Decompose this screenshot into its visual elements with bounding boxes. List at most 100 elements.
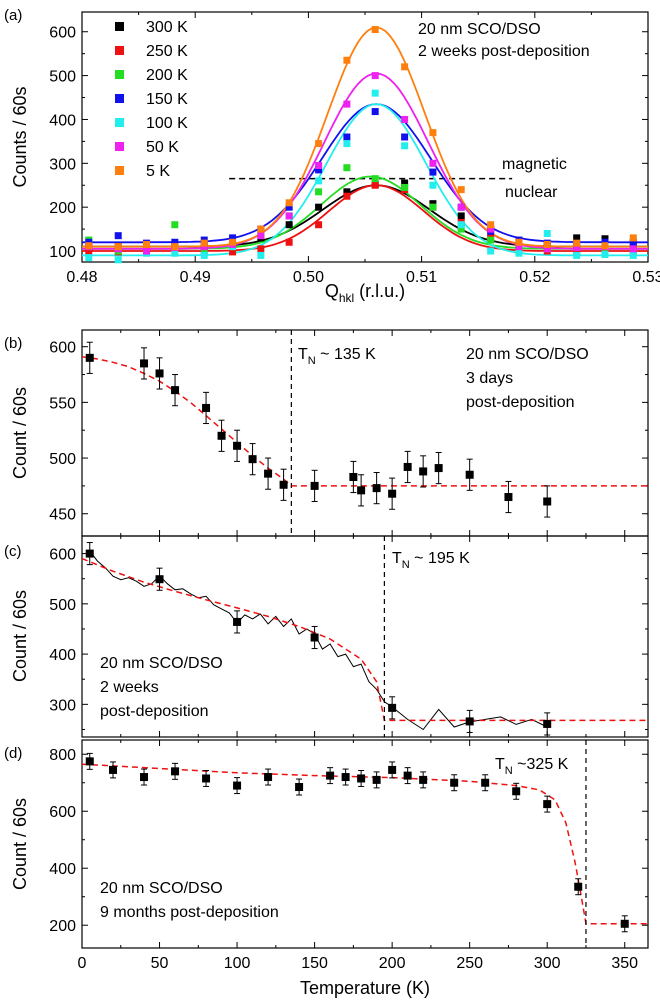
- data-point: [429, 200, 437, 208]
- data-point: [114, 243, 122, 251]
- panel-a-annotation-line-2: 2 weeks post-deposition: [418, 43, 590, 60]
- data-point: [388, 489, 397, 498]
- data-point: [85, 242, 93, 250]
- data-point: [343, 188, 351, 196]
- data-point: [315, 221, 323, 229]
- data-point: [601, 247, 609, 255]
- data-point: [429, 159, 437, 167]
- data-point: [85, 353, 94, 362]
- panel-c-label: (c): [4, 543, 22, 560]
- data-point: [401, 115, 409, 123]
- panel-d-ytick-label: 400: [49, 861, 76, 878]
- data-point: [229, 248, 237, 256]
- data-point: [388, 765, 397, 774]
- data-point: [341, 773, 350, 782]
- data-point: [171, 238, 179, 246]
- panel-d-xtick-label: 0: [78, 955, 87, 972]
- data-point: [371, 108, 379, 116]
- data-point: [403, 462, 412, 471]
- data-point: [217, 431, 226, 440]
- panel-d-xlabel: Temperature (K): [300, 978, 430, 998]
- legend-label-250k: 250 K: [146, 43, 188, 60]
- panel-c-annotation-line-1: 20 nm SCO/DSO: [100, 655, 223, 672]
- data-point: [343, 100, 351, 108]
- data-point: [264, 773, 273, 782]
- fit-curve: [81, 557, 648, 722]
- data-point: [388, 703, 397, 712]
- data-point: [629, 234, 637, 242]
- threshold-label-magnetic: magnetic: [502, 156, 567, 173]
- data-point: [543, 800, 552, 809]
- panel-b-tn-label: TN ~ 135 K: [298, 346, 376, 367]
- data-point: [574, 882, 583, 891]
- data-point: [229, 238, 237, 246]
- data-point: [457, 221, 465, 229]
- panel-d: (d) Count / 60s Temperature (K) TN ~325 …: [4, 739, 649, 998]
- panel-d-label: (d): [4, 745, 22, 762]
- data-point: [315, 140, 323, 148]
- data-point: [401, 133, 409, 141]
- panel-a-legend: 300 K 250 K 200 K 150 K 100 K 50 K 5 K: [115, 19, 188, 180]
- panel-c-ylabel: Count / 60s: [10, 590, 30, 682]
- data-point: [202, 403, 211, 412]
- data-point: [371, 26, 379, 34]
- data-point: [457, 203, 465, 211]
- data-point: [515, 238, 523, 246]
- data-point: [200, 239, 208, 247]
- data-point: [171, 249, 179, 257]
- data-point: [85, 549, 94, 558]
- legend-label-50k: 50 K: [146, 139, 179, 156]
- data-point: [481, 778, 490, 787]
- panel-b-ytick-label: 450: [49, 507, 76, 524]
- data-point: [143, 247, 151, 255]
- panel-a-label: (a): [4, 7, 22, 24]
- panel-b-ylabel: Count / 60s: [10, 387, 30, 479]
- data-point: [202, 774, 211, 783]
- legend-marker-200k: [115, 70, 124, 79]
- panel-d-xtick-label: 350: [611, 955, 638, 972]
- data-point: [465, 717, 474, 726]
- data-point: [114, 256, 122, 264]
- data-point: [515, 243, 523, 251]
- panel-d-ytick-label: 200: [49, 918, 76, 935]
- panel-a-ytick-label: 600: [49, 25, 76, 42]
- panel-a-ytick-label: 400: [49, 112, 76, 129]
- data-point: [401, 63, 409, 71]
- data-point: [429, 129, 437, 137]
- data-point: [343, 133, 351, 141]
- data-point: [140, 359, 149, 368]
- data-point: [457, 186, 465, 194]
- panel-b-annotation-line-2: 3 days: [466, 370, 513, 387]
- data-point: [515, 249, 523, 257]
- data-point: [315, 203, 323, 211]
- data-point: [109, 765, 118, 774]
- fit-curve: [81, 763, 648, 925]
- data-point: [419, 467, 428, 476]
- panel-c-tn-label: TN ~ 195 K: [392, 550, 470, 571]
- threshold-label-nuclear: nuclear: [505, 184, 558, 201]
- data-point: [310, 633, 319, 642]
- panel-c-ytick-label: 500: [49, 597, 76, 614]
- panel-a-ytick-label: 200: [49, 200, 76, 217]
- data-point: [326, 771, 335, 780]
- data-point: [419, 775, 428, 784]
- data-point: [171, 221, 179, 229]
- data-point: [143, 240, 151, 248]
- legend-marker-100k: [115, 118, 124, 127]
- panel-c-ytick-label: 600: [49, 547, 76, 564]
- data-point: [233, 441, 242, 450]
- data-point: [315, 177, 323, 185]
- data-point: [629, 239, 637, 247]
- data-point: [457, 225, 465, 233]
- fit-curve: [82, 26, 648, 248]
- panel-c-annotation-line-2: 2 weeks: [100, 679, 159, 696]
- data-point: [601, 251, 609, 259]
- legend-marker-250k: [115, 46, 124, 55]
- panel-b-label: (b): [4, 335, 22, 352]
- legend-label-150k: 150 K: [146, 91, 188, 108]
- data-point: [171, 386, 180, 395]
- legend-label-200k: 200 K: [146, 67, 188, 84]
- data-point: [601, 235, 609, 243]
- panel-a-xtick-label: 0.49: [180, 269, 211, 286]
- data-point: [85, 238, 93, 246]
